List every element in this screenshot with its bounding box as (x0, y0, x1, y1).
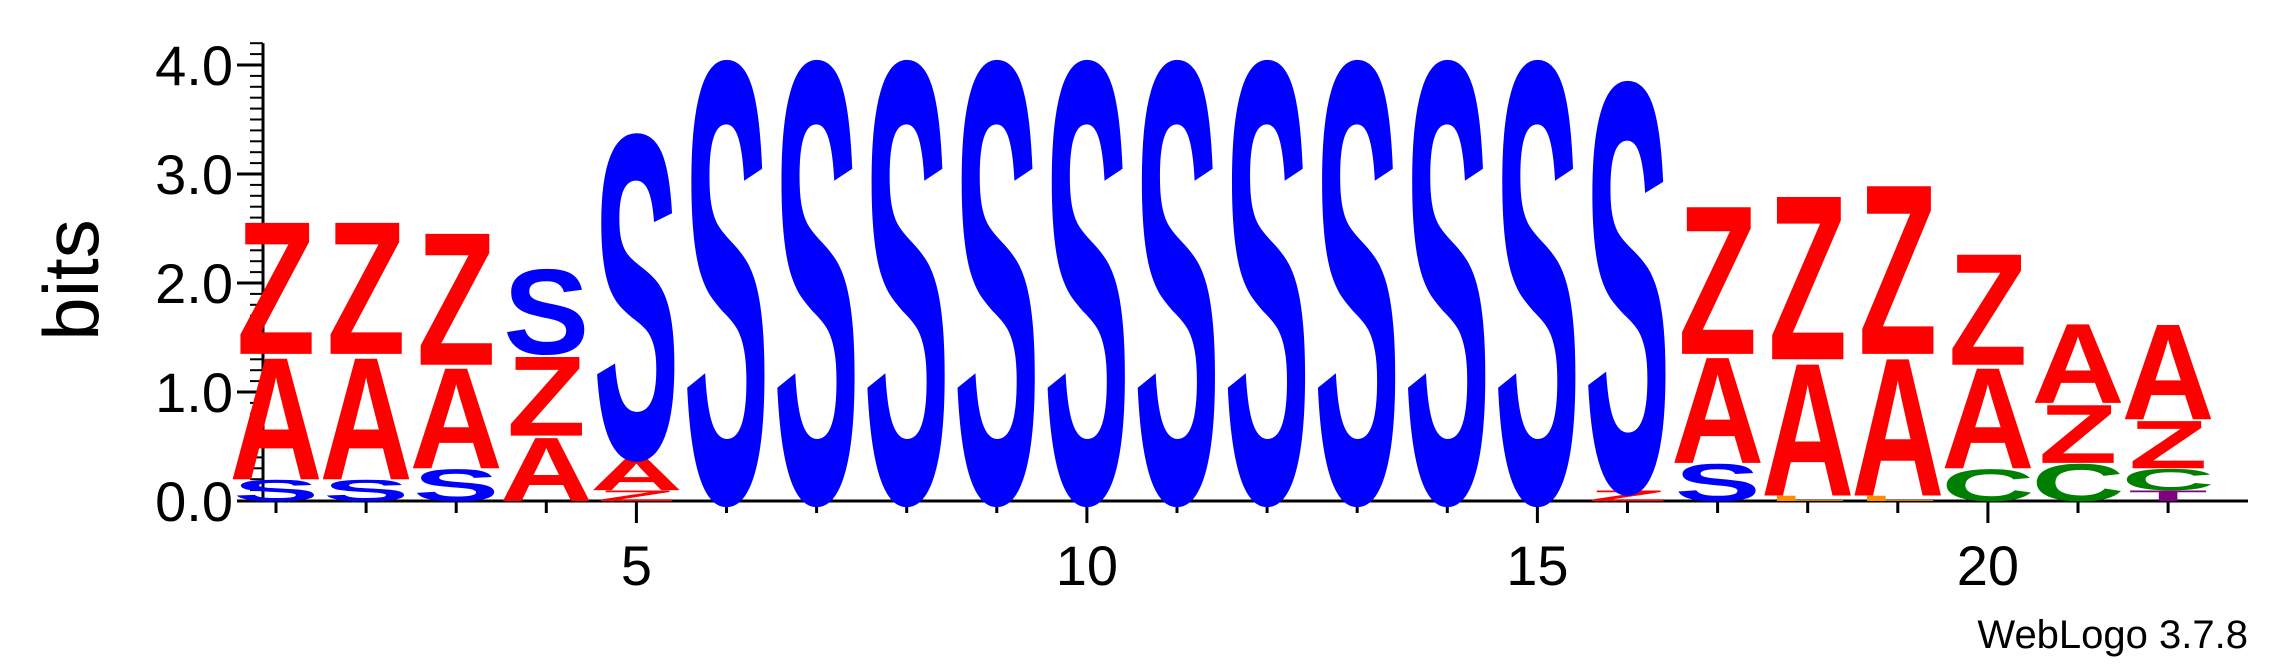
x-tick-label: 10 (1056, 534, 1118, 597)
glyph-a-pos-5: A (590, 449, 683, 500)
glyph-s-pos-3: S (413, 460, 499, 511)
glyph-a-pos-17: A (1671, 325, 1764, 496)
y-axis-label: bits (27, 219, 115, 340)
weblogo-credit: WebLogo 3.7.8 (1977, 613, 2248, 657)
glyph-s-pos-17: S (1675, 453, 1761, 512)
glyph-z-pos-20: Z (1949, 221, 2028, 399)
glyph-s-pos-12: S (1224, 0, 1310, 635)
glyph-s-pos-5: S (593, 39, 679, 557)
glyph-s-pos-14: S (1404, 0, 1490, 635)
y-tick-label: 3.0 (155, 143, 233, 206)
glyph-z-pos-1: Z (237, 183, 316, 395)
glyph-s-pos-13: S (1314, 0, 1400, 635)
glyph-a-pos-18: A (1761, 325, 1854, 537)
x-tick-label: 20 (1957, 534, 2019, 597)
glyph-s-pos-10: S (1044, 0, 1130, 635)
y-axis: 0.0 1.0 2.0 3.0 4.0 (155, 34, 265, 533)
glyph-a-pos-22: A (2122, 297, 2215, 449)
glyph-s-pos-15: S (1494, 0, 1580, 635)
x-axis: 5 10 15 20 (263, 499, 2248, 597)
glyph-a-pos-4: A (500, 418, 593, 520)
y-tick-label: 2.0 (155, 252, 233, 315)
glyph-t-pos-22: T (2129, 487, 2208, 504)
glyph-l-pos-19: L (1858, 494, 1937, 502)
glyph-z-pos-5: Z (597, 487, 676, 504)
glyph-s-pos-11: S (1134, 0, 1220, 635)
glyph-s-pos-8: S (864, 0, 950, 635)
glyph-a-pos-19: A (1851, 318, 1944, 538)
y-tick-label: 4.0 (155, 34, 233, 97)
glyph-a-pos-20: A (1941, 338, 2034, 500)
glyph-s-pos-4: S (503, 243, 589, 380)
y-tick-label: 1.0 (155, 361, 233, 424)
glyph-a-pos-1: A (229, 321, 322, 517)
glyph-c-pos-22: C (2122, 462, 2215, 496)
glyph-z-pos-19: Z (1858, 135, 1937, 406)
glyph-z-pos-21: Z (2039, 388, 2118, 481)
glyph-c-pos-21: C (2031, 453, 2124, 512)
glyph-s-pos-7: S (774, 0, 860, 635)
glyph-l-pos-18: L (1768, 494, 1847, 502)
glyph-s-pos-1: S (233, 473, 319, 507)
glyph-z-pos-4: Z (507, 332, 586, 460)
glyph-z-pos-16: Z (1588, 487, 1667, 504)
glyph-z-pos-2: Z (327, 183, 406, 395)
glyph-a-pos-21: A (2031, 300, 2124, 428)
glyph-a-pos-2: A (320, 321, 413, 517)
glyph-s-pos-9: S (954, 0, 1040, 635)
glyph-s-pos-2: S (323, 473, 409, 507)
glyph-z-pos-17: Z (1678, 163, 1757, 400)
glyph-z-pos-3: Z (417, 194, 496, 406)
glyph-z-pos-18: Z (1768, 147, 1847, 410)
glyph-s-pos-6: S (683, 0, 769, 635)
x-tick-label: 5 (621, 534, 652, 597)
x-tick-label: 15 (1506, 534, 1568, 597)
glyph-c-pos-20: C (1941, 460, 2034, 511)
y-tick-label: 0.0 (155, 470, 233, 533)
glyph-s-pos-16: S (1584, 0, 1670, 614)
glyph-z-pos-22: Z (2129, 407, 2208, 483)
glyph-a-pos-3: A (410, 338, 503, 500)
